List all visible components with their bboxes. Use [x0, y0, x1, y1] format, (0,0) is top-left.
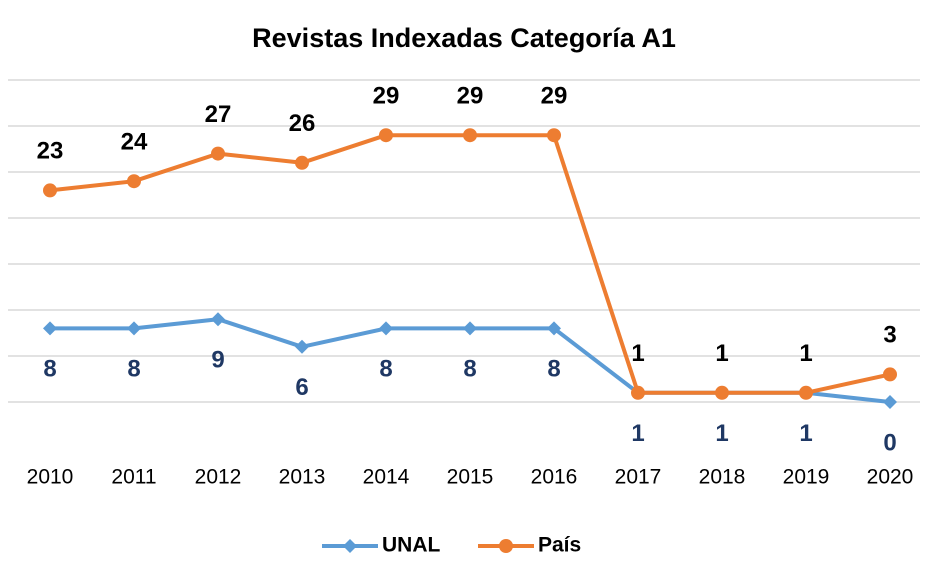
- data-label: 29: [541, 83, 568, 110]
- x-tick-label: 2019: [783, 466, 830, 489]
- x-tick-label: 2020: [867, 466, 914, 489]
- x-tick-label: 2015: [447, 466, 494, 489]
- data-point: [43, 321, 57, 336]
- data-label: 8: [547, 356, 560, 383]
- data-point: [883, 367, 897, 382]
- data-label: 26: [289, 110, 316, 137]
- x-tick-label: 2013: [279, 466, 326, 489]
- data-point: [379, 321, 393, 336]
- data-point: [463, 321, 477, 336]
- data-label: 8: [463, 356, 476, 383]
- data-point: [631, 385, 645, 400]
- data-label: 24: [121, 129, 148, 156]
- data-point: [295, 155, 309, 170]
- data-label: 1: [799, 420, 812, 447]
- data-point: [547, 128, 561, 143]
- data-label: 1: [715, 340, 728, 367]
- data-label: 8: [379, 356, 392, 383]
- data-point: [127, 321, 141, 336]
- x-tick-label: 2012: [195, 466, 242, 489]
- data-point: [883, 395, 897, 409]
- data-label: 9: [211, 347, 224, 374]
- data-point: [799, 385, 813, 400]
- legend-label: País: [538, 534, 581, 557]
- data-point: [463, 128, 477, 143]
- data-label: 0: [883, 429, 896, 456]
- data-point: [715, 385, 729, 400]
- data-point: [127, 174, 141, 189]
- data-point: [379, 128, 393, 143]
- data-label: 6: [295, 374, 308, 401]
- x-tick-label: 2014: [363, 466, 410, 489]
- x-tick-label: 2010: [27, 466, 74, 489]
- data-point: [211, 146, 225, 161]
- data-label: 8: [43, 356, 56, 383]
- data-label: 1: [631, 340, 644, 367]
- data-label: 29: [373, 83, 400, 110]
- x-tick-label: 2016: [531, 466, 578, 489]
- data-label: 1: [631, 420, 644, 447]
- x-tick-label: 2011: [111, 466, 156, 489]
- data-point: [211, 312, 225, 327]
- x-tick-label: 2017: [615, 466, 662, 489]
- x-tick-label: 2018: [699, 466, 746, 489]
- data-label: 8: [127, 356, 140, 383]
- data-label: 23: [37, 138, 64, 165]
- data-label: 3: [883, 322, 896, 349]
- data-label: 27: [205, 101, 232, 128]
- chart-title: Revistas Indexadas Categoría A1: [252, 23, 676, 53]
- data-label: 1: [799, 340, 812, 367]
- data-label: 1: [715, 420, 728, 447]
- legend-marker: [499, 539, 513, 553]
- data-point: [43, 183, 57, 198]
- data-label: 29: [457, 83, 484, 110]
- data-point: [547, 321, 561, 336]
- data-point: [295, 339, 309, 354]
- legend-marker: [343, 539, 357, 553]
- legend-label: UNAL: [382, 534, 440, 557]
